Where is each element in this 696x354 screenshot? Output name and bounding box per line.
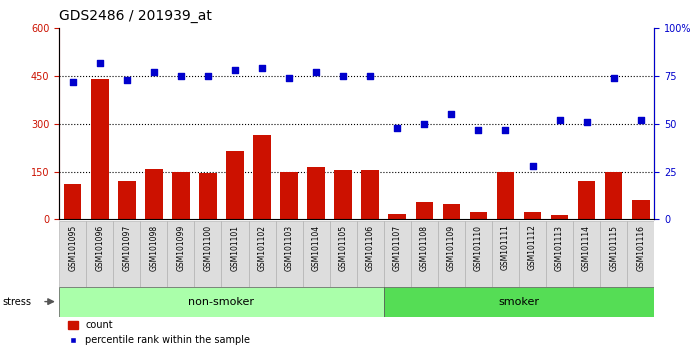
Point: [419, 121, 430, 127]
Bar: [248, 221, 276, 287]
Text: GSM101102: GSM101102: [258, 224, 267, 270]
Text: GSM101111: GSM101111: [501, 224, 510, 270]
Bar: [627, 221, 654, 287]
Text: GSM101096: GSM101096: [95, 224, 104, 271]
Bar: [118, 181, 136, 219]
Bar: [226, 151, 244, 219]
Point: [392, 125, 403, 131]
Text: GSM101108: GSM101108: [420, 224, 429, 270]
Bar: [361, 170, 379, 219]
Bar: [194, 221, 221, 287]
Bar: [280, 172, 298, 219]
Bar: [443, 204, 460, 219]
Text: GSM101106: GSM101106: [365, 224, 374, 271]
Bar: [199, 173, 216, 219]
Point: [527, 163, 538, 169]
Bar: [632, 200, 649, 219]
Point: [203, 73, 214, 79]
Text: GSM101112: GSM101112: [528, 224, 537, 270]
Bar: [59, 221, 86, 287]
Bar: [113, 221, 141, 287]
Bar: [600, 221, 627, 287]
Point: [67, 79, 78, 85]
Bar: [438, 221, 465, 287]
Text: GSM101109: GSM101109: [447, 224, 456, 271]
Point: [94, 60, 105, 65]
Text: smoker: smoker: [498, 297, 539, 307]
Text: GSM101116: GSM101116: [636, 224, 645, 270]
Point: [500, 127, 511, 132]
Point: [446, 112, 457, 117]
Text: GSM101103: GSM101103: [285, 224, 294, 271]
Text: GSM101098: GSM101098: [150, 224, 158, 271]
Bar: [86, 221, 113, 287]
Text: non-smoker: non-smoker: [189, 297, 255, 307]
Point: [338, 73, 349, 79]
Point: [230, 68, 241, 73]
Bar: [276, 221, 303, 287]
Point: [554, 117, 565, 123]
Bar: [221, 221, 248, 287]
Text: GSM101113: GSM101113: [555, 224, 564, 270]
Bar: [253, 135, 271, 219]
Point: [148, 69, 159, 75]
Text: GSM101107: GSM101107: [393, 224, 402, 271]
Text: GSM101095: GSM101095: [68, 224, 77, 271]
Text: GSM101097: GSM101097: [122, 224, 132, 271]
Point: [283, 75, 294, 81]
Bar: [578, 181, 595, 219]
Bar: [145, 169, 163, 219]
Text: GSM101100: GSM101100: [203, 224, 212, 271]
Bar: [91, 79, 109, 219]
Bar: [551, 215, 569, 219]
Text: GDS2486 / 201939_at: GDS2486 / 201939_at: [59, 9, 212, 23]
Text: GSM101101: GSM101101: [230, 224, 239, 270]
Point: [365, 73, 376, 79]
Bar: [357, 221, 383, 287]
Bar: [141, 221, 167, 287]
Bar: [573, 221, 600, 287]
Point: [256, 65, 267, 71]
Point: [121, 77, 132, 83]
Bar: [334, 170, 352, 219]
Bar: [470, 212, 487, 219]
Point: [608, 75, 619, 81]
Bar: [308, 167, 325, 219]
Point: [310, 69, 322, 75]
Bar: [411, 221, 438, 287]
Legend: count, percentile rank within the sample: count, percentile rank within the sample: [64, 316, 254, 349]
Bar: [383, 221, 411, 287]
Point: [175, 73, 187, 79]
Bar: [303, 221, 330, 287]
Text: GSM101110: GSM101110: [474, 224, 483, 270]
Text: GSM101104: GSM101104: [312, 224, 321, 271]
Text: GSM101115: GSM101115: [609, 224, 618, 270]
Bar: [172, 172, 190, 219]
Bar: [523, 212, 541, 219]
Bar: [465, 221, 492, 287]
Text: GSM101105: GSM101105: [339, 224, 348, 271]
Text: stress: stress: [2, 297, 31, 307]
Bar: [167, 221, 194, 287]
Point: [473, 127, 484, 132]
Bar: [497, 172, 514, 219]
Text: GSM101099: GSM101099: [176, 224, 185, 271]
Bar: [546, 221, 573, 287]
Bar: [383, 287, 654, 317]
Bar: [388, 214, 406, 219]
Bar: [492, 221, 519, 287]
Bar: [519, 221, 546, 287]
Point: [635, 117, 647, 123]
Bar: [59, 287, 383, 317]
Text: GSM101114: GSM101114: [582, 224, 591, 270]
Bar: [330, 221, 357, 287]
Bar: [605, 172, 622, 219]
Bar: [416, 202, 433, 219]
Point: [581, 119, 592, 125]
Bar: [64, 184, 81, 219]
